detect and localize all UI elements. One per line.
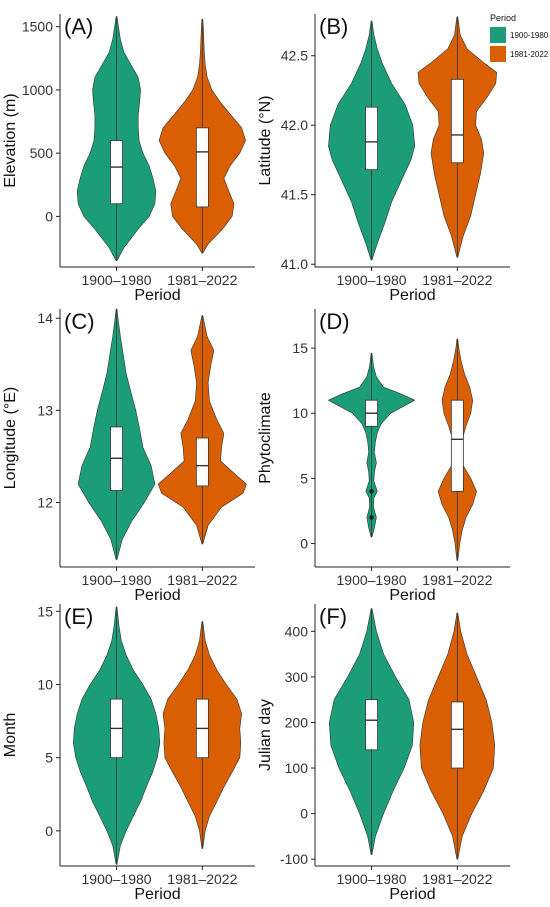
panel-tag: (A) bbox=[64, 14, 93, 39]
x-tick-label: 1981–2022 bbox=[167, 871, 237, 887]
x-axis-label: Period bbox=[389, 886, 435, 902]
panel-6: -100 0 100 200 300 400 Julian day (F) Period1900… bbox=[257, 604, 510, 903]
legend-swatch bbox=[490, 27, 506, 43]
outlier-point bbox=[369, 489, 374, 494]
y-axis-label: Phytoclimate bbox=[257, 392, 274, 484]
x-tick-label: 1900–1980 bbox=[337, 871, 407, 887]
x-tick-label: 1900–1980 bbox=[337, 272, 407, 288]
legend: Period 1900-1980 1981-2022 bbox=[490, 13, 549, 62]
y-tick-label: 1500 bbox=[22, 19, 53, 35]
y-tick-label: 0 bbox=[300, 536, 308, 552]
iqr-box bbox=[365, 699, 378, 751]
x-tick-label: 1900–1980 bbox=[82, 871, 152, 887]
x-tick-label: 1981–2022 bbox=[422, 272, 492, 288]
legend-title: Period bbox=[490, 13, 516, 23]
x-tick-label: 1900–1980 bbox=[337, 572, 407, 588]
y-tick-label: 12 bbox=[37, 495, 53, 511]
x-tick-label: 1981–2022 bbox=[422, 572, 492, 588]
x-axis-label: Period bbox=[134, 886, 180, 902]
y-tick-label: 300 bbox=[285, 669, 309, 685]
y-tick-label: 42.0 bbox=[281, 117, 308, 133]
x-tick-label: 1900–1980 bbox=[82, 572, 152, 588]
y-tick-label: 15 bbox=[292, 340, 308, 356]
legend-swatch bbox=[490, 46, 506, 62]
panel-tag: (B) bbox=[319, 14, 348, 39]
panel-1: 0 500 1000 1500 Elevation (m) (A) Period1900–1… bbox=[2, 14, 255, 304]
iqr-box bbox=[195, 437, 209, 487]
panel-2: 41.0 41.5 42.0 42.5 Latitude (°N) (B) Period19… bbox=[257, 14, 510, 304]
y-tick-label: 500 bbox=[30, 145, 54, 161]
y-tick-label: 14 bbox=[37, 310, 53, 326]
y-tick-label: 42.5 bbox=[281, 48, 308, 64]
x-tick-label: 1900–1980 bbox=[82, 272, 152, 288]
legend-label: 1981-2022 bbox=[510, 50, 549, 59]
y-tick-label: 5 bbox=[300, 470, 308, 486]
x-axis-label: Period bbox=[389, 587, 435, 604]
y-tick-label: 200 bbox=[285, 714, 309, 730]
iqr-box bbox=[450, 78, 464, 164]
y-tick-label: 41.0 bbox=[281, 256, 308, 272]
y-tick-label: 0 bbox=[45, 823, 53, 839]
x-tick-label: 1981–2022 bbox=[167, 272, 237, 288]
legend-label: 1900-1980 bbox=[510, 31, 549, 40]
y-tick-label: 400 bbox=[285, 623, 309, 639]
y-tick-label: -100 bbox=[280, 851, 308, 867]
y-tick-label: 0 bbox=[300, 806, 308, 822]
x-tick-label: 1981–2022 bbox=[422, 871, 492, 887]
y-axis-label: Longitude (°E) bbox=[2, 387, 19, 489]
iqr-box bbox=[195, 127, 209, 208]
outlier-point bbox=[369, 515, 374, 520]
y-axis-label: Latitude (°N) bbox=[257, 96, 274, 186]
panel-tag: (F) bbox=[319, 604, 347, 629]
y-tick-label: 15 bbox=[37, 603, 53, 619]
iqr-box bbox=[110, 140, 123, 205]
x-axis-label: Period bbox=[389, 287, 435, 304]
y-tick-label: 10 bbox=[37, 677, 53, 693]
x-axis-label: Period bbox=[134, 587, 180, 604]
y-axis-label: Elevation (m) bbox=[2, 93, 19, 187]
iqr-box bbox=[450, 701, 464, 769]
y-tick-label: 13 bbox=[37, 402, 53, 418]
y-tick-label: 10 bbox=[292, 405, 308, 421]
y-axis-label: Julian day bbox=[257, 699, 274, 771]
panel-tag: (C) bbox=[64, 309, 95, 334]
y-tick-label: 41.5 bbox=[281, 187, 308, 203]
y-tick-label: 5 bbox=[45, 750, 53, 766]
y-axis-label: Month bbox=[2, 713, 19, 757]
y-tick-label: 1000 bbox=[22, 82, 53, 98]
iqr-box bbox=[365, 106, 378, 171]
iqr-box bbox=[450, 399, 464, 492]
y-tick-label: 0 bbox=[45, 208, 53, 224]
x-tick-label: 1981–2022 bbox=[167, 572, 237, 588]
y-tick-label: 100 bbox=[285, 760, 309, 776]
panel-tag: (D) bbox=[319, 309, 350, 334]
panel-tag: (E) bbox=[64, 604, 93, 629]
x-axis-label: Period bbox=[134, 287, 180, 304]
